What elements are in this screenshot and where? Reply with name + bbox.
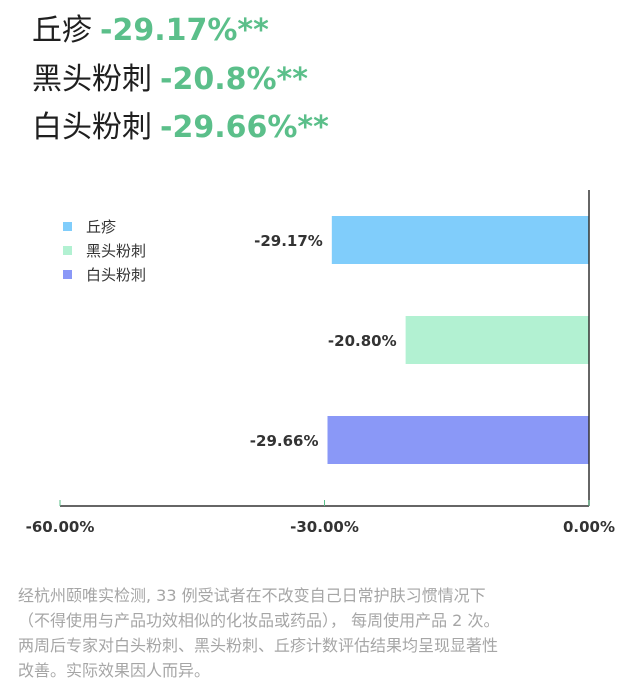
bar-0 bbox=[331, 216, 589, 264]
bar-2 bbox=[327, 416, 589, 464]
footnote-line-2: （不得使用与产品功效相似的化妆品或药品）， 每周使用产品 2 次。 bbox=[18, 611, 500, 630]
footnote-line-3: 两周后专家对白头粉刺、黑头粉刺、丘疹计数评估结果均呈现显著性 bbox=[18, 636, 499, 655]
data-label-1: -20.80% bbox=[328, 332, 397, 350]
headline-papules-value: -29.17%** bbox=[100, 13, 269, 48]
x-tick-label-2: 0.00% bbox=[563, 518, 615, 536]
legend-swatch-1 bbox=[63, 246, 72, 255]
headline-blackheads-value: -20.8%** bbox=[160, 62, 308, 97]
bar-1 bbox=[405, 316, 589, 364]
legend-label-2: 白头粉刺 bbox=[86, 266, 146, 284]
x-tick-label-1: -30.00% bbox=[290, 518, 359, 536]
footnote-line-1: 经杭州颐唯实检测, 33 例受试者在不改变自己日常护肤习惯情况下 bbox=[18, 586, 486, 605]
footnote-line-4: 改善。实际效果因人而异。 bbox=[18, 661, 211, 680]
headline-blackheads-label: 黑头粉刺 bbox=[32, 62, 152, 97]
headline-whiteheads-label: 白头粉刺 bbox=[32, 110, 152, 145]
data-label-2: -29.66% bbox=[250, 432, 319, 450]
legend-label-1: 黑头粉刺 bbox=[86, 242, 146, 260]
legend-swatch-2 bbox=[63, 270, 72, 279]
bar-chart: -29.17% -20.80% -29.66% -60.00% -30.00% 0.00%… bbox=[26, 190, 615, 536]
headline-papules: 丘疹 -29.17%** bbox=[32, 12, 269, 50]
x-tick-label-0: -60.00% bbox=[26, 518, 95, 536]
headline-whiteheads-value: -29.66%** bbox=[160, 110, 329, 145]
legend-swatch-0 bbox=[63, 222, 72, 231]
headline-papules-label: 丘疹 bbox=[32, 13, 92, 48]
legend-label-0: 丘疹 bbox=[86, 218, 116, 236]
headline-blackheads: 黑头粉刺 -20.8%** bbox=[32, 61, 308, 99]
data-label-0: -29.17% bbox=[254, 232, 323, 250]
headline-whiteheads: 白头粉刺 -29.66%** bbox=[32, 109, 329, 147]
footnote: 经杭州颐唯实检测, 33 例受试者在不改变自己日常护肤习惯情况下 （不得使用与产… bbox=[18, 583, 618, 683]
